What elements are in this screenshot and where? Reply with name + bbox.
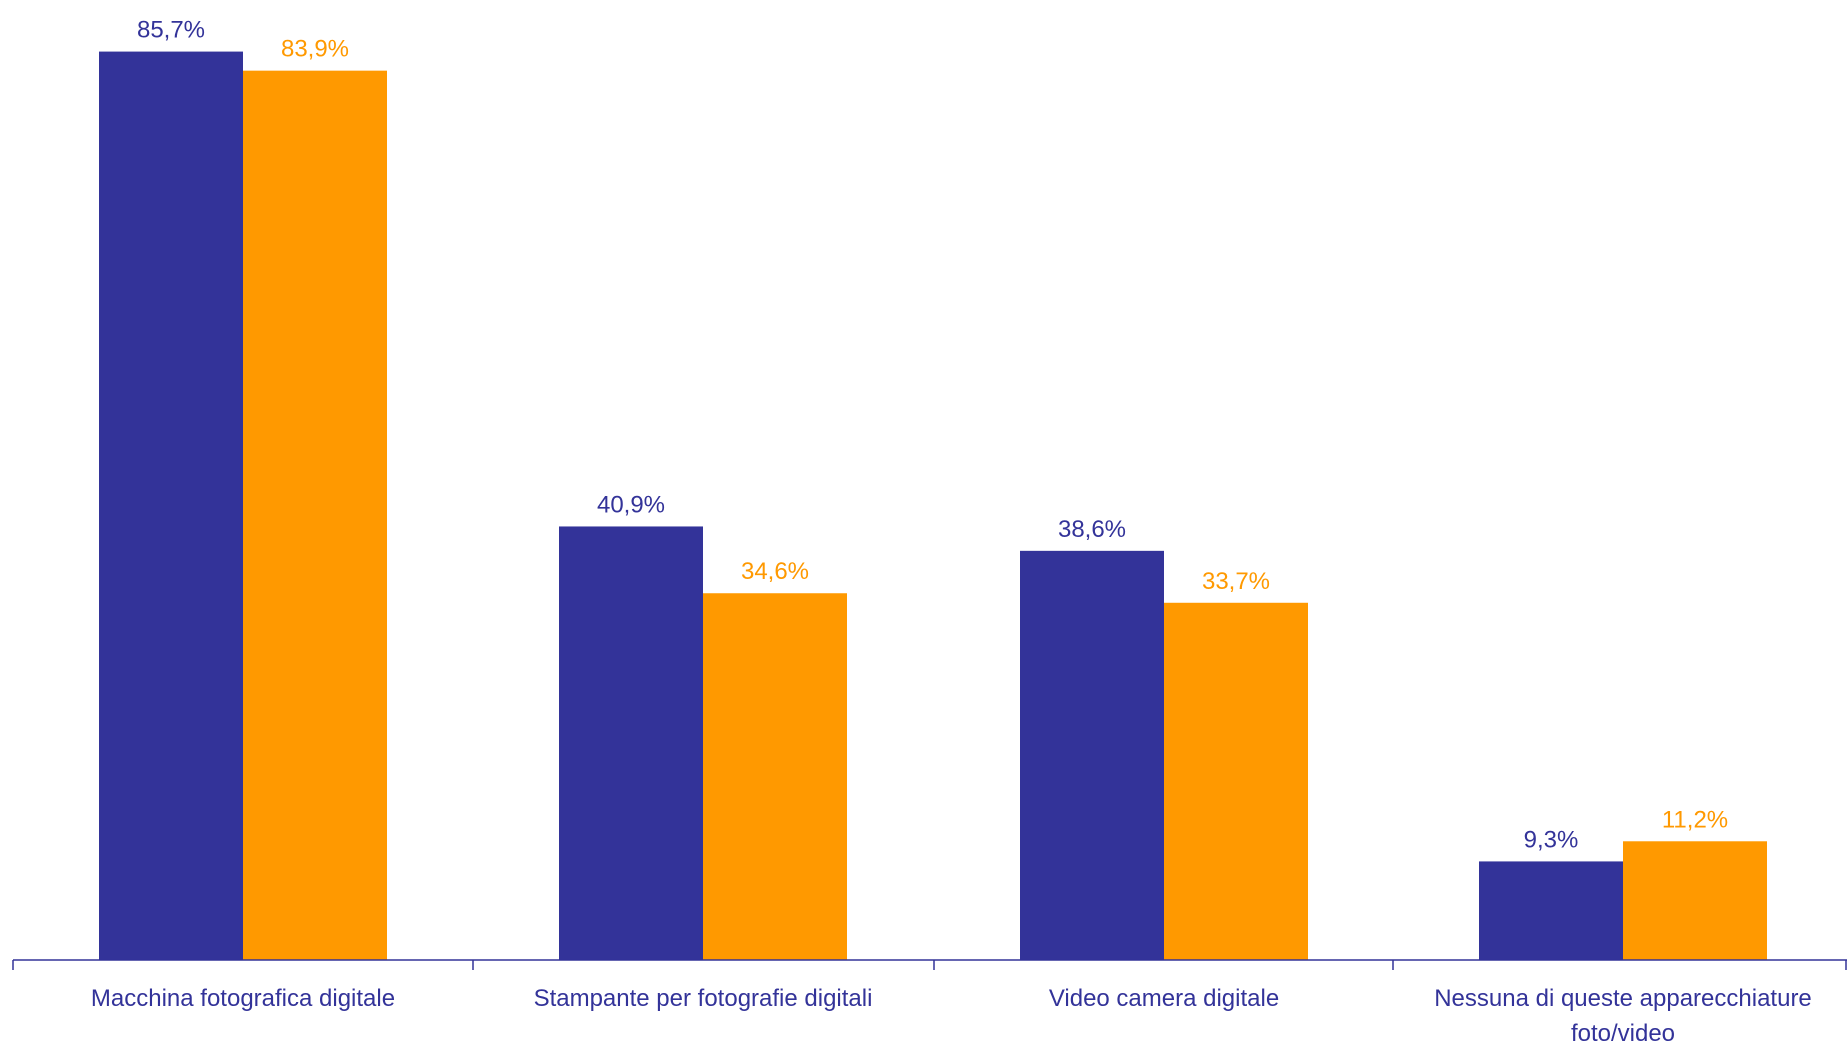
bar-series2-cat1 xyxy=(243,70,387,960)
bar-series1-cat3 xyxy=(1020,550,1164,960)
bar-series1-cat2 xyxy=(559,526,703,960)
bar-series1-cat1 xyxy=(99,51,243,960)
value-label-series2-cat2: 34,6% xyxy=(741,558,809,585)
value-label-series1-cat1: 85,7% xyxy=(137,17,205,44)
bar-series2-cat3 xyxy=(1164,602,1308,960)
value-label-series2-cat3: 33,7% xyxy=(1202,568,1270,595)
value-label-series1-cat4: 9,3% xyxy=(1524,826,1579,853)
value-label-series2-cat1: 83,9% xyxy=(281,36,349,63)
bar-series2-cat2 xyxy=(703,593,847,960)
category-label-2: Stampante per fotografie digitali xyxy=(534,985,873,1012)
bars-group xyxy=(99,51,1767,960)
value-label-series2-cat4: 11,2% xyxy=(1662,806,1728,833)
category-label-4: Nessuna di queste apparecchiature foto/vi… xyxy=(1434,985,1812,1045)
category-labels-group: Macchina fotografica digitale Stampante p… xyxy=(91,985,1812,1045)
x-axis xyxy=(12,959,1847,970)
bar-series1-cat4 xyxy=(1479,861,1623,960)
category-label-1: Macchina fotografica digitale xyxy=(91,985,395,1012)
category-label-3: Video camera digitale xyxy=(1049,985,1279,1012)
bar-series2-cat4 xyxy=(1623,841,1767,960)
value-label-series1-cat3: 38,6% xyxy=(1058,516,1126,543)
value-label-series1-cat2: 40,9% xyxy=(597,491,665,518)
value-labels-group: 85,7% 83,9% 40,9% 34,6% 38,6% 33,7% 9,3% 11,2% xyxy=(137,17,1728,854)
